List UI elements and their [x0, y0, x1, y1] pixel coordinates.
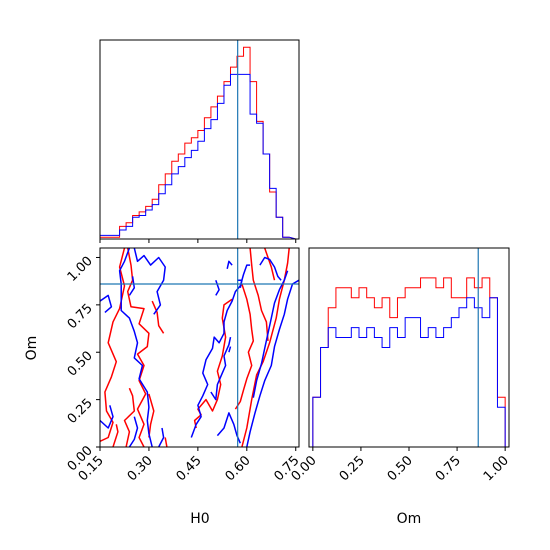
contour-xtick-label-2: 0.45 — [174, 453, 205, 484]
contour-0-4 — [151, 300, 165, 334]
contour-1-4 — [128, 276, 136, 296]
om-xtick-label-3: 0.75 — [433, 453, 464, 484]
contour-1-2 — [118, 248, 153, 447]
contour-1-1 — [100, 294, 113, 313]
h0-hist-series-0 — [100, 46, 296, 239]
contour-marks — [100, 248, 299, 447]
h0-histogram-frame — [99, 39, 300, 240]
contour-0-2 — [123, 387, 136, 447]
contour-0-11 — [234, 283, 255, 410]
contour-1-12 — [259, 256, 282, 281]
h0-histogram-marks — [100, 40, 296, 239]
contour-1-11 — [252, 270, 289, 398]
contour-ytick-label-2: 0.50 — [65, 348, 96, 379]
y-axis-label-om: Om — [24, 336, 40, 361]
om-h0-contour-panel: 0.15 0.30 0.45 0.60 0.750.000.250.500.751.00 — [65, 247, 303, 484]
contour-1-6 — [158, 427, 165, 447]
om-hist-series-0 — [312, 277, 506, 447]
om-histogram-panel: 0.00 0.25 0.50 0.75 1.00 — [289, 247, 512, 484]
contour-ytick-label-1: 0.25 — [65, 396, 96, 427]
contour-1-16 — [237, 279, 243, 288]
contour-0-6 — [112, 424, 119, 447]
contour-1-3 — [133, 248, 166, 315]
contour-1-7 — [190, 264, 251, 438]
contour-0-7 — [193, 298, 233, 429]
contour-1-13 — [215, 279, 220, 296]
contour-1-15 — [226, 260, 233, 269]
om-xtick-label-2: 0.50 — [385, 453, 416, 484]
contour-1-8 — [210, 336, 232, 401]
contour-1-14 — [228, 346, 232, 353]
contour-1-9 — [216, 412, 241, 444]
contour-0-9 — [249, 248, 269, 341]
om-histogram-marks — [312, 248, 506, 447]
h0-hist-series-1 — [100, 73, 296, 239]
contour-xtick-label-3: 0.60 — [223, 453, 254, 484]
om-xtick-label-1: 0.25 — [337, 453, 368, 484]
contour-0-1 — [126, 248, 150, 447]
om-xtick-label-4: 1.00 — [481, 453, 512, 484]
h0-histogram-panel — [99, 39, 300, 243]
x-axis-label-om: Om — [397, 511, 422, 527]
contour-1-5 — [128, 416, 139, 447]
contour-ytick-label-3: 0.75 — [65, 301, 96, 332]
contour-0-10 — [263, 248, 276, 281]
om-hist-series-1 — [312, 297, 506, 447]
contour-frame — [99, 247, 300, 448]
contour-ytick-label-4: 1.00 — [65, 254, 96, 285]
contour-1-0 — [100, 405, 114, 429]
contour-0-3 — [148, 393, 155, 438]
contour-1-10 — [246, 279, 299, 447]
contour-0-5 — [164, 437, 168, 447]
contour-0-8 — [241, 248, 290, 447]
x-axis-label-h0: H0 — [190, 511, 209, 527]
contour-xtick-label-1: 0.30 — [125, 453, 156, 484]
om-histogram-frame — [308, 247, 510, 448]
contour-0-0 — [100, 248, 126, 442]
